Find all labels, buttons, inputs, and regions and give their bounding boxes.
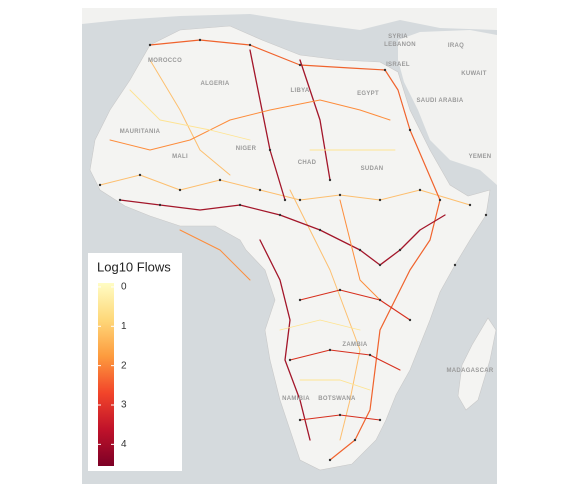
node [408, 318, 412, 322]
country-label: SUDAN [361, 166, 384, 172]
node [358, 248, 362, 252]
node [298, 198, 302, 202]
legend-tick-label: 4 [121, 439, 127, 450]
roads [99, 39, 471, 461]
legend-tick-label: 3 [121, 400, 127, 411]
legend-ticks: 0 1 2 3 4 [98, 282, 127, 450]
country-label: NIGER [236, 146, 257, 152]
node [338, 288, 342, 292]
nodes [98, 38, 488, 462]
node [328, 178, 332, 182]
node [378, 298, 382, 302]
country-label: MOROCCO [148, 58, 182, 64]
node [353, 438, 357, 442]
node [98, 183, 102, 187]
node [408, 128, 412, 132]
node [484, 213, 488, 217]
node [328, 458, 332, 462]
node [453, 263, 457, 267]
node [248, 43, 252, 47]
country-label: SAUDI ARABIA [416, 98, 463, 104]
node [318, 228, 322, 232]
node [298, 298, 302, 302]
node [198, 38, 202, 42]
legend-tick-label: 1 [121, 321, 127, 332]
node [468, 203, 472, 207]
node [438, 198, 442, 202]
country-label: IRAQ [448, 43, 464, 49]
country-label: MALI [172, 154, 188, 160]
node [338, 193, 342, 197]
node [378, 198, 382, 202]
land-arabia [398, 30, 497, 185]
country-label: EGYPT [357, 91, 379, 97]
land-madagascar [457, 317, 497, 411]
land-europe [82, 8, 497, 30]
node [383, 68, 387, 72]
node [138, 173, 142, 177]
country-label: BOTSWANA [318, 396, 356, 402]
node [283, 198, 287, 202]
country-label: ISRAEL [386, 62, 410, 68]
land-africa [89, 25, 491, 471]
legend-tick-label: 2 [121, 360, 127, 371]
node [378, 263, 382, 267]
country-label: ALGERIA [200, 81, 229, 87]
country-label: NAMIBIA [282, 396, 310, 402]
node [158, 203, 162, 207]
country-label: CHAD [298, 160, 317, 166]
color-bar [98, 283, 114, 466]
node [178, 188, 182, 192]
node [118, 198, 122, 202]
country-label: MADAGASCAR [447, 368, 494, 374]
node [218, 178, 222, 182]
node [338, 413, 342, 417]
node [328, 348, 332, 352]
node [378, 418, 382, 422]
country-label: MAURITANIA [120, 129, 161, 135]
node [238, 203, 242, 207]
node [368, 353, 372, 357]
node [298, 63, 302, 67]
node [418, 188, 422, 192]
node [268, 148, 272, 152]
country-label: ZAMBIA [342, 342, 367, 348]
country-label: SYRIA [388, 34, 408, 40]
node [148, 43, 152, 47]
node [288, 358, 292, 362]
node [398, 248, 402, 252]
node [278, 213, 282, 217]
node [298, 418, 302, 422]
node [258, 188, 262, 192]
country-label: LEBANON [384, 42, 416, 48]
country-label: YEMEN [469, 154, 492, 160]
country-label: LIBYA [291, 88, 310, 94]
country-label: KUWAIT [461, 71, 486, 77]
legend-title: Log10 Flows [97, 259, 171, 274]
legend-tick-label: 0 [121, 282, 127, 293]
country-labels: SYRIA LEBANON IRAQ ISRAEL KUWAIT SAUDI ARABIA… [98, 34, 494, 462]
